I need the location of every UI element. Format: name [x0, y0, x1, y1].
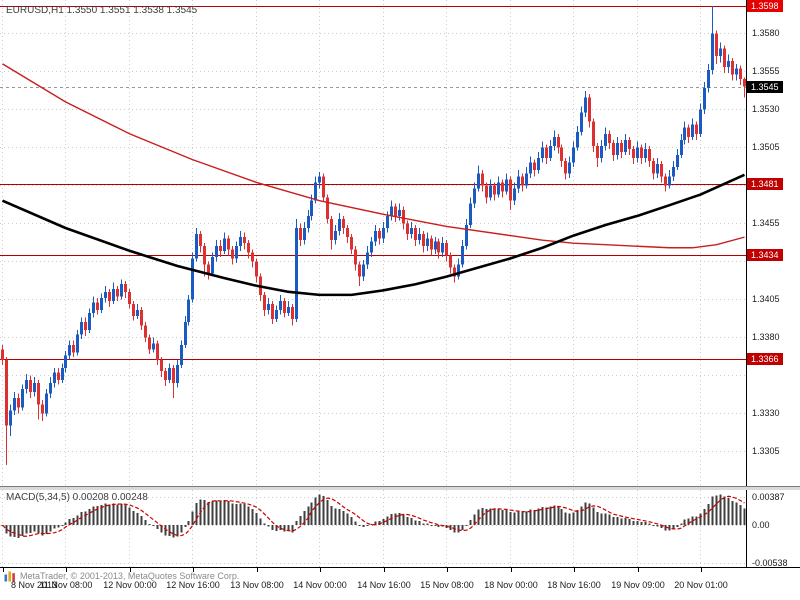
price-axis-label: 1.3305 — [752, 446, 780, 456]
time-axis-label: 19 Nov 09:00 — [611, 580, 665, 590]
macd-signal-layer — [2, 495, 745, 537]
time-axis-label: 15 Nov 08:00 — [420, 580, 474, 590]
price-axis-label: 1.3330 — [752, 408, 780, 418]
price-tag: 1.3481 — [747, 178, 783, 190]
time-tick — [447, 568, 448, 572]
time-tick — [638, 568, 639, 572]
time-axis[interactable]: 8 Nov 2013 11 Nov 08:00 12 Nov 00:00 12 Nov… — [0, 568, 746, 600]
time-axis-label: 20 Nov 01:00 — [674, 580, 728, 590]
time-tick — [701, 568, 702, 572]
time-tick — [193, 568, 194, 572]
time-axis-label: 12 Nov 16:00 — [166, 580, 220, 590]
candles-layer — [1, 6, 746, 466]
time-tick — [320, 568, 321, 572]
time-axis-label: 18 Nov 00:00 — [484, 580, 538, 590]
price-axis-label: 1.3555 — [752, 66, 780, 76]
price-tag: 1.3434 — [747, 249, 783, 261]
price-axis-label: 1.3405 — [752, 294, 780, 304]
time-tick — [574, 568, 575, 572]
macd-axis-label: 0.00387 — [752, 492, 785, 502]
price-axis-label: 1.3505 — [752, 142, 780, 152]
time-axis-label: 14 Nov 16:00 — [357, 580, 411, 590]
macd-axis-label: -0.00538 — [752, 558, 788, 568]
time-tick — [3, 568, 4, 572]
copyright-watermark: MetaTrader, © 2001-2013, MetaQuotes Soft… — [4, 570, 239, 582]
price-axis-label: 1.3530 — [752, 104, 780, 114]
time-axis-label: 14 Nov 00:00 — [293, 580, 347, 590]
time-axis-label: 12 Nov 00:00 — [103, 580, 157, 590]
metatrader-logo-icon — [4, 571, 15, 582]
grid-layer — [0, 0, 746, 486]
time-tick — [384, 568, 385, 572]
panel-bottom-border — [0, 567, 800, 568]
horizontal-lines-layer — [0, 6, 746, 360]
time-tick — [257, 568, 258, 572]
time-axis-label: 11 Nov 08:00 — [39, 580, 93, 590]
panel-splitter[interactable] — [0, 486, 800, 490]
macd-indicator-label: MACD(5,34,5) 0.00208 0.00248 — [6, 492, 148, 503]
price-axis[interactable]: 1.3580 1.3555 1.3530 1.3505 1.3455 1.3405 1.33… — [746, 0, 799, 568]
price-chart[interactable] — [0, 0, 746, 486]
symbol-ohlc-label: EURUSD,H1 1.3550 1.3551 1.3538 1.3545 — [6, 5, 198, 16]
macd-panel[interactable] — [0, 490, 746, 567]
time-tick — [511, 568, 512, 572]
price-axis-label: 1.3580 — [752, 28, 780, 38]
price-axis-label: 1.3380 — [752, 332, 780, 342]
time-tick — [66, 568, 67, 572]
macd-grid-layer — [0, 490, 746, 567]
copyright-text: MetaTrader, © 2001-2013, MetaQuotes Soft… — [20, 571, 240, 581]
macd-histogram-layer — [1, 494, 746, 538]
time-axis-label: 13 Nov 08:00 — [230, 580, 284, 590]
macd-axis-label: 0.00 — [752, 520, 770, 530]
ma-slow-layer — [1, 173, 746, 297]
price-tag: 1.3545 — [747, 81, 783, 93]
time-axis-label: 8 Nov 2013 — [10, 580, 58, 590]
price-tag: 1.3366 — [747, 353, 783, 365]
price-tag: 1.3598 — [747, 0, 783, 12]
time-tick — [130, 568, 131, 572]
ma-fast-layer — [2, 63, 745, 249]
price-axis-label: 1.3455 — [752, 218, 780, 228]
time-axis-label: 18 Nov 16:00 — [547, 580, 601, 590]
